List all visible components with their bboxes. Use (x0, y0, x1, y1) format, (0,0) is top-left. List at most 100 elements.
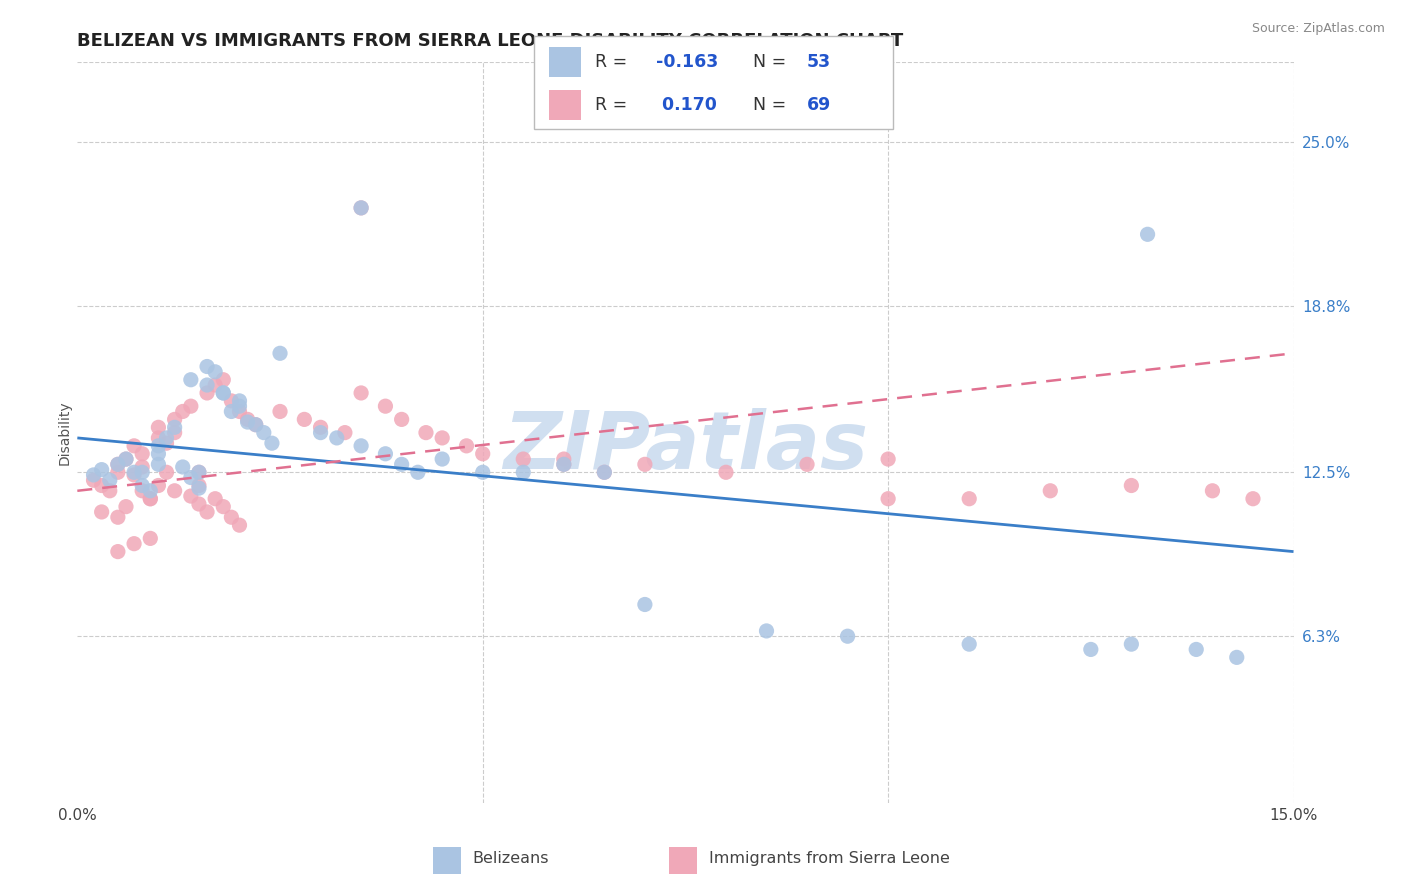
Point (122, 536, 145, 550)
Point (292, 412, 315, 426)
Point (269, 346, 291, 360)
Point (148, 439, 170, 453)
Point (131, 478, 153, 492)
Point (877, 491, 900, 506)
Point (471, 465, 494, 479)
Point (115, 452, 138, 467)
Point (228, 393, 250, 408)
Point (98, 483, 121, 498)
Point (755, 624, 778, 638)
Point (131, 483, 153, 498)
Point (957, 491, 980, 506)
Point (1241, 491, 1264, 506)
Text: Immigrants from Sierra Leone: Immigrants from Sierra Leone (709, 851, 949, 866)
Point (139, 483, 162, 498)
Point (1039, 483, 1062, 498)
Text: ZIPatlas: ZIPatlas (503, 409, 868, 486)
Point (212, 373, 235, 387)
Point (90, 478, 112, 492)
Point (236, 415, 259, 429)
Point (131, 465, 153, 479)
Point (245, 417, 267, 432)
Point (374, 447, 396, 461)
Point (269, 404, 291, 418)
Text: 0.170: 0.170 (657, 96, 717, 114)
Point (1226, 650, 1249, 665)
Point (195, 359, 218, 374)
Point (163, 412, 186, 426)
Point (122, 467, 145, 482)
Point (221, 404, 243, 418)
Point (139, 491, 162, 506)
Point (221, 510, 243, 524)
Text: 53: 53 (807, 53, 831, 70)
Point (877, 452, 900, 467)
Point (204, 491, 226, 506)
Text: Belizeans: Belizeans (472, 851, 548, 866)
Point (406, 465, 429, 479)
Point (1121, 637, 1143, 651)
Point (1201, 483, 1223, 498)
Point (90, 462, 112, 476)
Point (391, 412, 413, 426)
Point (1080, 642, 1102, 657)
Point (634, 458, 657, 472)
Point (180, 489, 202, 503)
Text: N =: N = (754, 53, 786, 70)
Point (391, 458, 413, 472)
Point (83, 473, 105, 487)
Point (188, 465, 211, 479)
Point (107, 510, 129, 524)
Point (195, 386, 218, 401)
Point (957, 637, 980, 651)
Point (212, 500, 235, 514)
Point (172, 460, 194, 475)
Point (326, 431, 349, 445)
Point (155, 431, 177, 445)
Point (148, 478, 170, 492)
FancyBboxPatch shape (433, 847, 461, 874)
Point (115, 500, 138, 514)
Point (148, 420, 170, 434)
Point (471, 447, 494, 461)
Point (837, 629, 859, 643)
Point (148, 447, 170, 461)
Point (1185, 642, 1208, 657)
Point (228, 404, 250, 418)
Point (212, 386, 235, 401)
Point (188, 465, 211, 479)
Point (333, 425, 356, 440)
Point (714, 465, 737, 479)
Point (163, 483, 186, 498)
Point (253, 425, 276, 440)
Point (1136, 227, 1159, 242)
Point (131, 447, 153, 461)
Point (309, 425, 332, 440)
Point (180, 373, 202, 387)
Point (309, 420, 332, 434)
Text: N =: N = (754, 96, 786, 114)
Point (195, 378, 218, 392)
FancyBboxPatch shape (548, 90, 581, 120)
Point (139, 491, 162, 506)
Point (155, 436, 177, 450)
Text: Source: ZipAtlas.com: Source: ZipAtlas.com (1251, 22, 1385, 36)
Point (260, 436, 283, 450)
Point (245, 417, 267, 432)
Point (195, 505, 218, 519)
Point (350, 386, 373, 401)
Point (212, 386, 235, 401)
Point (430, 431, 453, 445)
Text: R =: R = (595, 96, 627, 114)
Point (83, 467, 105, 482)
Point (593, 465, 616, 479)
Point (188, 497, 211, 511)
Point (122, 465, 145, 479)
Point (163, 425, 186, 440)
Point (107, 465, 129, 479)
Point (228, 518, 250, 533)
Point (107, 458, 129, 472)
Point (148, 458, 170, 472)
Point (107, 544, 129, 558)
Point (350, 201, 373, 215)
